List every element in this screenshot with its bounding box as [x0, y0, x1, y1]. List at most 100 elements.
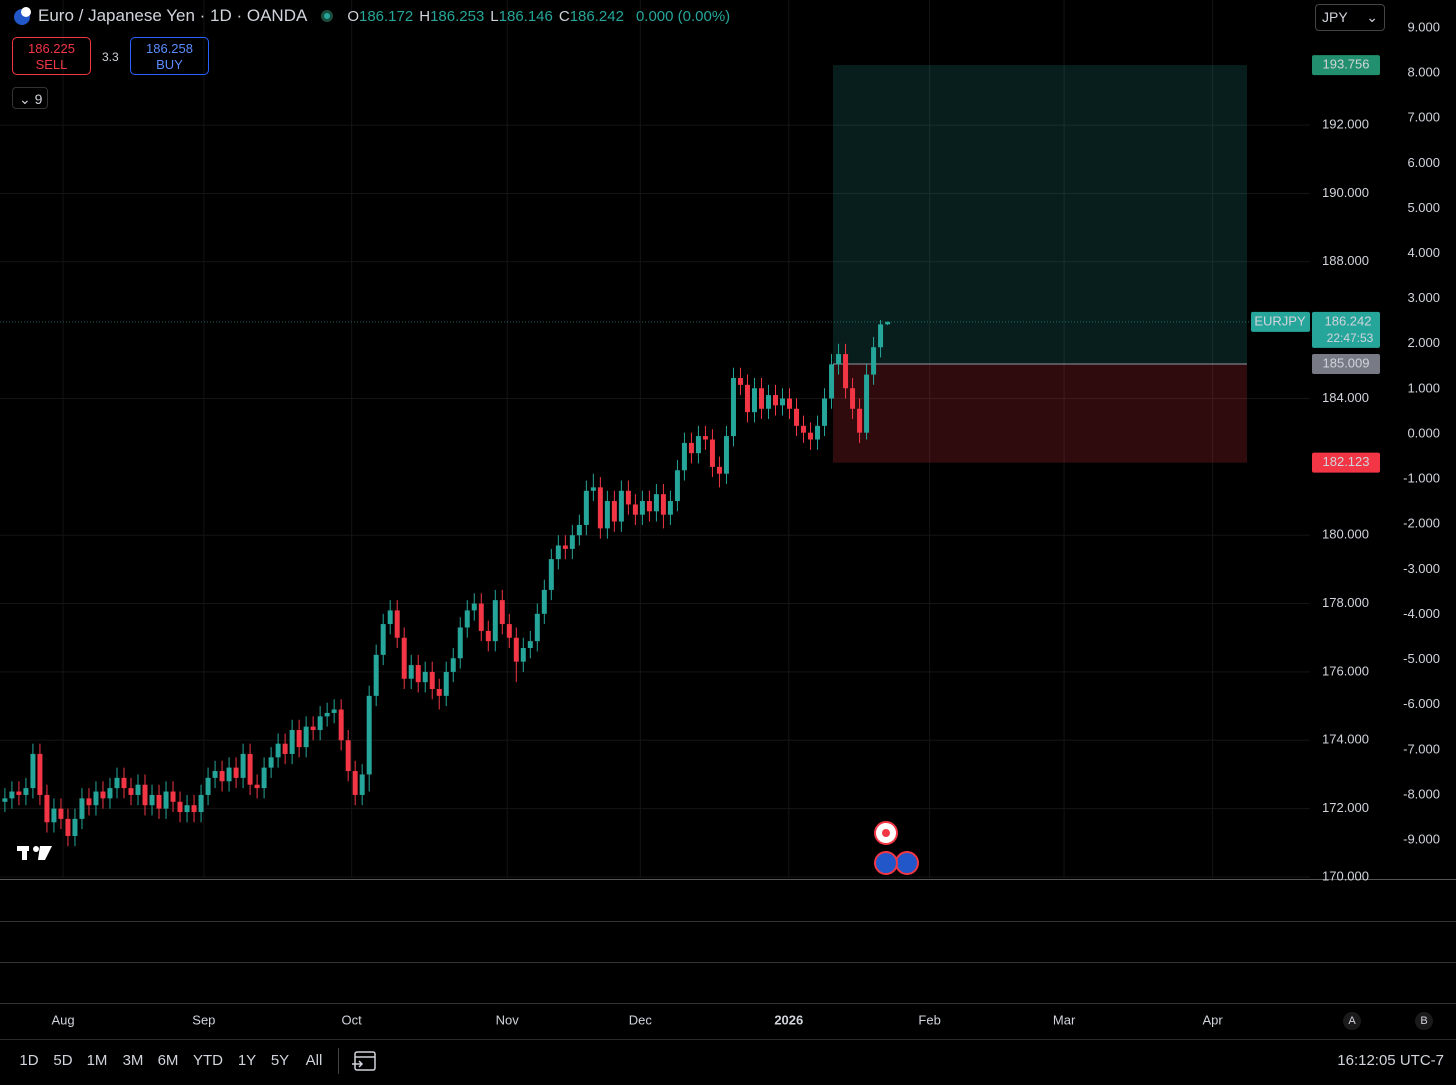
candle-body: [857, 408, 863, 433]
range-button[interactable]: 3M: [122, 1052, 144, 1069]
candle-body: [758, 388, 764, 409]
ohlc-value: 186.253: [430, 7, 485, 25]
candle-body: [184, 805, 190, 813]
y2-tick-label: 3.000: [1407, 290, 1440, 305]
range-button[interactable]: 5D: [53, 1052, 73, 1069]
y2-tick-label: 6.000: [1407, 155, 1440, 170]
tv-logo: [17, 846, 52, 860]
candle-body: [240, 753, 246, 778]
ohlc-value: 186.146: [498, 7, 553, 25]
y-tick-label: 178.000: [1322, 595, 1369, 610]
event-icons[interactable]: [874, 821, 919, 875]
entry-label: 185.009: [1323, 355, 1370, 370]
price-label-bg: [1312, 311, 1380, 348]
candle-body: [590, 487, 596, 491]
indicators-toggle[interactable]: ⌄ 9: [12, 87, 48, 109]
range-button[interactable]: 6M: [157, 1052, 179, 1069]
ohlc-key: H: [419, 7, 431, 25]
x-tick-label: Nov: [496, 1012, 520, 1027]
sell-button[interactable]: 186.225 SELL: [12, 37, 91, 75]
candle-body: [415, 665, 421, 683]
candle-body: [779, 398, 785, 406]
date-range-icon[interactable]: [352, 1051, 376, 1071]
candle-body: [541, 589, 547, 614]
flag-icon: [14, 7, 31, 25]
candle-body: [30, 753, 36, 789]
candle-body: [352, 771, 358, 795]
candle-body: [520, 647, 526, 662]
range-button[interactable]: 1D: [19, 1052, 39, 1069]
candle-body: [324, 712, 330, 717]
buy-button[interactable]: 186.258 BUY: [130, 37, 209, 75]
candle-body: [653, 494, 659, 512]
y2-tick-label: -8.000: [1403, 786, 1440, 801]
range-button[interactable]: All: [305, 1052, 323, 1069]
grid: [0, 0, 1310, 878]
y2-tick-label: -3.000: [1403, 561, 1440, 576]
candle-body: [492, 600, 498, 642]
clock[interactable]: 16:12:05 UTC-7: [1337, 1052, 1444, 1069]
candle-body: [667, 501, 673, 515]
candles: [2, 319, 891, 847]
y2-tick-label: 8.000: [1407, 65, 1440, 80]
candle-body: [177, 801, 183, 813]
y-tick-label: 192.000: [1322, 117, 1369, 132]
candle-body: [506, 624, 512, 638]
candle-body: [121, 777, 127, 789]
axis-marker[interactable]: B: [1420, 1015, 1427, 1027]
currency-select[interactable]: JPY ⌄: [1315, 4, 1385, 31]
candle-body: [380, 624, 386, 655]
stop-label: 182.123: [1323, 454, 1370, 469]
candle-body: [429, 671, 435, 690]
candle-body: [254, 784, 260, 789]
stop-label-bg: [1312, 452, 1380, 473]
entry-label-bg: [1312, 354, 1380, 375]
y-tick-label: 176.000: [1322, 663, 1369, 678]
candle-body: [261, 767, 267, 789]
plot-bg: [0, 0, 1310, 878]
candle-body: [51, 808, 57, 823]
y2-tick-label: -4.000: [1403, 606, 1440, 621]
indicator-count: 9: [34, 91, 43, 107]
candle-body: [191, 805, 197, 813]
x-tick-label: Sep: [192, 1012, 215, 1027]
candle-body: [801, 425, 807, 433]
candle-body: [401, 637, 407, 679]
candle-body: [198, 794, 204, 813]
symbol-title[interactable]: Euro / Japanese Yen · 1D · OANDA: [38, 6, 308, 25]
x-tick-label: 2026: [774, 1012, 803, 1027]
countdown: 22:47:53: [1327, 331, 1374, 345]
target-label-bg: [1312, 55, 1380, 76]
buy-price: 186.258: [146, 41, 193, 56]
candle-body: [478, 603, 484, 631]
candle-body: [443, 671, 449, 696]
candle-body: [373, 654, 379, 696]
range-button[interactable]: YTD: [193, 1052, 223, 1069]
candle-body: [310, 726, 316, 731]
sell-price: 186.225: [28, 41, 75, 56]
market-status: [321, 10, 334, 22]
candle-body: [2, 798, 8, 802]
range-button[interactable]: 1M: [86, 1052, 108, 1069]
candle-body: [296, 730, 302, 748]
axis-marker[interactable]: A: [1348, 1015, 1356, 1027]
candle-body: [639, 501, 645, 515]
candle-body: [331, 709, 337, 713]
x-tick-label: Feb: [918, 1012, 940, 1027]
loss-zone: [833, 364, 1247, 463]
candle-body: [569, 535, 575, 549]
range-button[interactable]: 5Y: [270, 1052, 290, 1069]
candle-body: [205, 777, 211, 795]
candle-body: [737, 377, 743, 385]
range-button[interactable]: 1Y: [237, 1052, 257, 1069]
candle-body: [289, 730, 295, 754]
candle-body: [787, 398, 793, 409]
y-tick-label: 184.000: [1322, 390, 1369, 405]
candle-body: [65, 818, 71, 836]
candle-body: [135, 784, 141, 795]
candle-body: [555, 545, 561, 560]
candle-body: [618, 490, 624, 522]
candle-body: [107, 788, 113, 799]
